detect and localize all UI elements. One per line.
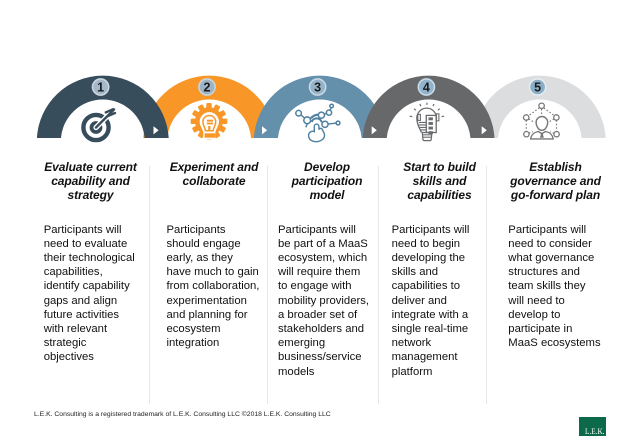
svg-text:2: 2 xyxy=(204,81,211,95)
svg-text:4: 4 xyxy=(423,81,430,95)
svg-text:1: 1 xyxy=(97,81,104,95)
svg-text:5: 5 xyxy=(534,81,541,95)
svg-text:3: 3 xyxy=(314,81,321,95)
